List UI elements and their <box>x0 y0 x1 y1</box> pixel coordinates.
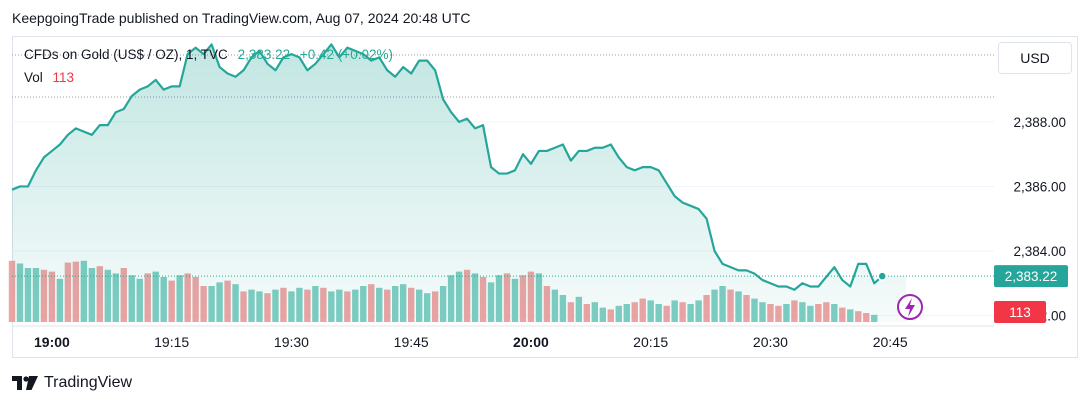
x-tick-label-3: 19:45 <box>394 334 429 350</box>
last-price-badge-label: 2,383.22 <box>1005 269 1058 284</box>
vol-label: Vol <box>24 70 43 85</box>
price-area <box>12 44 907 322</box>
last-price-dot <box>877 271 887 281</box>
legend-change: +0.42 (+0.02%) <box>299 47 393 62</box>
x-tick-label-6: 20:30 <box>753 334 788 350</box>
tradingview-logo[interactable]: TradingView <box>12 374 132 392</box>
symbol-name: CFDs on Gold (US$ / OZ), 1, TVC <box>24 47 228 62</box>
lightning-bolt <box>905 298 915 317</box>
currency-button[interactable]: USD <box>998 42 1072 74</box>
tradingview-logo-icon <box>12 376 38 390</box>
x-tick-label-1: 19:15 <box>154 334 189 350</box>
volume-legend: Vol 113 <box>24 70 74 85</box>
last-volume-badge-label: 113 <box>1009 305 1031 320</box>
y-tick-label-1: 2,386.00 <box>1013 179 1066 194</box>
footer-brand: TradingView <box>44 374 133 391</box>
publication-header: KeepgoingTrade published on TradingView.… <box>12 10 471 26</box>
last-price-badge <box>994 265 1068 288</box>
x-tick-label-5: 20:15 <box>633 334 668 350</box>
y-tick-label-0: 2,388.00 <box>1013 115 1066 130</box>
legend-price: 2,383.22 <box>237 47 291 62</box>
last-volume-badge <box>994 301 1046 323</box>
x-tick-label-7: 20:45 <box>873 334 908 350</box>
x-tick-label-0: 19:00 <box>34 334 70 350</box>
x-tick-label-2: 19:30 <box>274 334 309 350</box>
y-tick-label-2: 2,384.00 <box>1013 244 1066 259</box>
symbol-legend: CFDs on Gold (US$ / OZ), 1, TVC 2,383.22… <box>24 47 393 62</box>
x-tick-label-4: 20:00 <box>513 334 549 350</box>
price-line <box>11 43 883 291</box>
vol-value: 113 <box>52 70 75 85</box>
